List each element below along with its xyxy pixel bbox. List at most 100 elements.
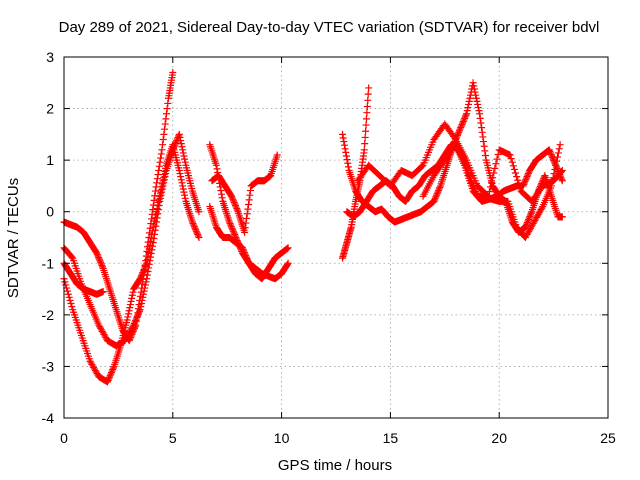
data-point — [226, 220, 234, 228]
y-tick-label: 3 — [46, 49, 54, 65]
data-point — [149, 242, 157, 250]
data-point — [159, 141, 167, 149]
data-point — [231, 230, 239, 238]
data-point — [476, 110, 484, 118]
data-point — [283, 260, 291, 268]
data-point — [189, 220, 197, 228]
data-point — [340, 141, 348, 149]
data-point — [194, 230, 202, 238]
data-point — [156, 158, 164, 166]
data-point — [93, 251, 101, 259]
data-point — [127, 297, 135, 305]
data-point — [137, 272, 145, 280]
data-point — [431, 194, 439, 202]
data-point — [156, 194, 164, 202]
data-point — [169, 146, 177, 154]
data-point — [64, 290, 72, 298]
series-track-9 — [339, 79, 566, 236]
data-point — [156, 197, 164, 205]
data-point — [231, 232, 239, 240]
data-point — [171, 141, 179, 149]
data-point — [365, 84, 373, 92]
data-point — [132, 315, 140, 323]
data-point — [526, 212, 534, 220]
data-point — [470, 82, 478, 90]
data-point — [228, 224, 236, 232]
data-point — [138, 270, 146, 278]
data-point — [105, 373, 113, 381]
data-point — [525, 215, 533, 223]
data-point — [194, 232, 202, 240]
data-point — [150, 235, 158, 243]
data-point — [128, 294, 136, 302]
data-point — [181, 158, 189, 166]
data-point — [109, 364, 117, 372]
data-point — [434, 187, 442, 195]
data-point — [362, 127, 370, 135]
data-point — [545, 146, 553, 154]
data-point — [339, 130, 347, 138]
data-point — [132, 317, 140, 325]
x-tick-label: 5 — [169, 430, 177, 446]
data-point — [506, 151, 514, 159]
data-point — [157, 191, 165, 199]
data-point — [128, 291, 136, 299]
data-point — [494, 150, 502, 158]
data-point — [524, 171, 532, 179]
data-point — [162, 110, 170, 118]
y-tick-label: -2 — [42, 307, 55, 323]
data-point — [244, 205, 252, 213]
data-point — [142, 278, 150, 286]
data-point — [108, 367, 116, 375]
data-point — [481, 147, 489, 155]
data-point — [339, 134, 347, 142]
data-point — [547, 149, 555, 157]
data-point — [230, 229, 238, 237]
data-point — [460, 116, 468, 124]
data-point — [133, 313, 141, 321]
data-point — [455, 128, 463, 136]
data-point — [161, 120, 169, 128]
data-point — [107, 370, 115, 378]
data-point — [95, 255, 103, 263]
data-point — [109, 366, 117, 374]
data-point — [172, 138, 180, 146]
data-point — [244, 256, 252, 264]
data-point — [195, 208, 203, 216]
data-point — [364, 96, 372, 104]
data-point — [478, 128, 486, 136]
data-point — [463, 110, 471, 118]
data-point — [521, 177, 529, 185]
data-point — [512, 169, 520, 177]
data-point — [246, 187, 254, 195]
series-track-2 — [60, 141, 203, 386]
data-point — [523, 220, 531, 228]
data-point — [162, 170, 170, 178]
data-point — [179, 149, 187, 157]
x-axis-label: GPS time / hours — [278, 457, 392, 474]
data-point — [137, 303, 145, 311]
series-track-4 — [60, 259, 107, 298]
data-point — [363, 109, 371, 117]
data-point — [152, 218, 160, 226]
data-point — [418, 162, 426, 170]
y-tick-label: 2 — [46, 101, 54, 117]
data-point — [433, 190, 441, 198]
data-point — [556, 141, 564, 149]
data-point — [175, 166, 183, 174]
data-point — [193, 229, 201, 237]
data-point — [106, 372, 114, 380]
data-point — [546, 147, 554, 155]
data-point — [284, 244, 292, 252]
data-point — [510, 165, 518, 173]
data-point — [63, 287, 71, 295]
y-tick-label: -4 — [42, 410, 55, 426]
data-point — [129, 323, 137, 331]
data-point — [179, 185, 187, 193]
data-point — [480, 138, 488, 146]
data-point — [455, 127, 463, 135]
data-point — [362, 115, 370, 123]
data-point — [493, 155, 501, 163]
data-point — [97, 258, 105, 266]
data-point — [230, 198, 238, 206]
